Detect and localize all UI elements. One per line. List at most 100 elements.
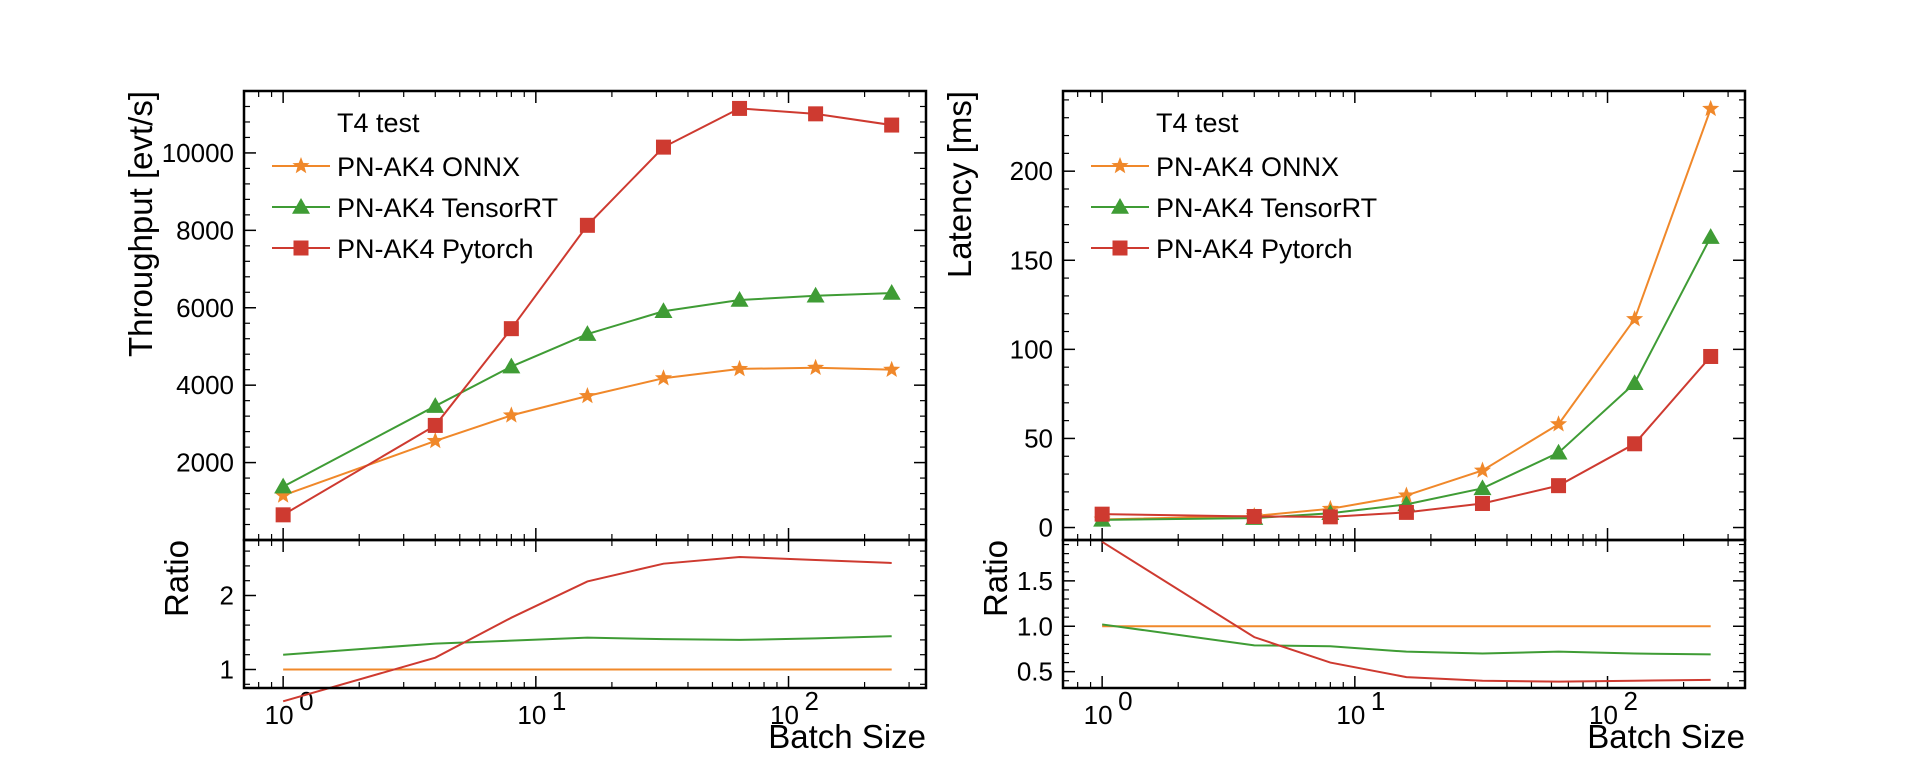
data-point-star	[654, 369, 673, 386]
x-tick-exponent: 0	[299, 686, 313, 716]
x-tick-exponent: 2	[805, 686, 819, 716]
data-point-star	[1473, 461, 1492, 478]
series-line-square	[1102, 355, 1712, 518]
ratio-y-tick-label: 1	[220, 655, 234, 685]
legend-entry: PN-AK4 TensorRT	[1156, 193, 1377, 223]
y-tick-label: 100	[1010, 334, 1053, 364]
series-line-triangle	[282, 292, 892, 488]
data-point-square	[1246, 508, 1262, 524]
ratio-y-tick-label: 0.5	[1017, 657, 1053, 687]
data-point-triangle	[882, 284, 901, 300]
legend-marker-triangle	[292, 198, 310, 214]
x-tick-label: 10	[1084, 700, 1113, 730]
data-point-square	[655, 139, 671, 155]
data-point-triangle	[578, 325, 597, 341]
y-tick-label: 200	[1010, 156, 1053, 186]
x-tick-exponent: 1	[1371, 686, 1385, 716]
y-axis-title: Latency [ms]	[941, 91, 978, 278]
data-point-triangle	[654, 302, 673, 318]
data-point-square	[1551, 478, 1567, 494]
ratio-line	[1102, 623, 1711, 656]
data-point-square	[1094, 506, 1110, 522]
data-point-triangle	[426, 397, 445, 413]
ratio-line	[282, 556, 892, 703]
x-tick-label: 10	[1589, 700, 1618, 730]
ratio-y-axis-title: Ratio	[977, 540, 1014, 617]
data-point-triangle	[1625, 374, 1644, 390]
ratio-y-tick-label: 1.0	[1017, 611, 1053, 641]
x-axis-title: Batch Size	[1587, 718, 1745, 755]
ratio-y-tick-label: 1.5	[1017, 566, 1053, 596]
data-point-star	[883, 360, 901, 377]
data-point-star	[1549, 415, 1568, 432]
data-point-square	[1703, 348, 1719, 364]
y-axis-title: Throughput [evt/s]	[122, 91, 159, 357]
data-point-square	[1322, 509, 1338, 525]
legend-marker-square	[293, 240, 309, 256]
data-point-triangle	[502, 357, 521, 374]
ratio-plot-frame	[242, 538, 928, 690]
series-line-square	[282, 107, 892, 516]
y-tick-label: 150	[1010, 245, 1053, 275]
legend-marker-triangle	[1111, 198, 1129, 214]
x-tick-label: 10	[265, 700, 294, 730]
data-point-square	[275, 507, 291, 523]
x-tick-exponent: 0	[1118, 686, 1132, 716]
data-point-square	[579, 217, 595, 233]
data-point-square	[1627, 436, 1643, 452]
data-point-star	[578, 387, 596, 404]
series-line-star	[1102, 108, 1712, 521]
data-point-triangle	[1549, 443, 1568, 460]
legend-entry: PN-AK4 TensorRT	[337, 193, 558, 223]
data-point-star	[807, 358, 825, 376]
legend-marker-star	[1111, 157, 1129, 174]
data-point-square	[503, 321, 519, 337]
legend-entry: PN-AK4 ONNX	[1156, 152, 1339, 182]
data-point-square	[884, 117, 900, 133]
data-point-square	[808, 106, 824, 122]
series-line-triangle	[1102, 236, 1712, 521]
data-point-star	[730, 359, 749, 377]
ratio-y-tick-label: 2	[220, 581, 234, 611]
x-tick-label: 10	[517, 700, 546, 730]
x-tick-label: 10	[770, 700, 799, 730]
y-tick-label: 6000	[176, 293, 234, 323]
y-tick-label: 0	[1039, 513, 1053, 543]
legend-entry: PN-AK4 Pytorch	[337, 234, 534, 264]
data-point-square	[1474, 495, 1490, 511]
data-point-square	[1398, 504, 1414, 520]
x-tick-label: 10	[1336, 700, 1365, 730]
x-tick-exponent: 2	[1624, 686, 1638, 716]
data-point-triangle	[274, 477, 293, 494]
ratio-line	[283, 635, 892, 656]
data-point-star	[274, 486, 292, 503]
legend-title: T4 test	[1156, 108, 1239, 138]
legend-marker-star	[292, 157, 310, 174]
data-point-triangle	[1701, 228, 1720, 244]
data-point-star	[426, 431, 444, 449]
ratio-plot-frame	[1061, 538, 1747, 690]
data-point-star	[1626, 310, 1644, 327]
ratio-y-axis-title: Ratio	[158, 540, 195, 617]
y-tick-label: 10000	[162, 138, 234, 168]
y-tick-label: 50	[1024, 423, 1053, 453]
data-point-square	[732, 100, 748, 116]
data-point-triangle	[1473, 479, 1492, 496]
data-point-square	[427, 417, 443, 433]
y-tick-label: 8000	[176, 215, 234, 245]
data-point-star	[1397, 486, 1415, 503]
data-point-triangle	[730, 291, 749, 307]
series-line-star	[282, 366, 892, 497]
x-tick-exponent: 1	[552, 686, 566, 716]
legend-entry: PN-AK4 ONNX	[337, 152, 520, 182]
data-point-star	[502, 406, 520, 423]
ratio-line	[1101, 540, 1711, 683]
legend-marker-square	[1112, 240, 1128, 256]
data-point-star	[1702, 99, 1720, 117]
data-point-triangle	[806, 286, 825, 303]
x-axis-title: Batch Size	[768, 718, 926, 755]
legend-entry: PN-AK4 Pytorch	[1156, 234, 1353, 264]
